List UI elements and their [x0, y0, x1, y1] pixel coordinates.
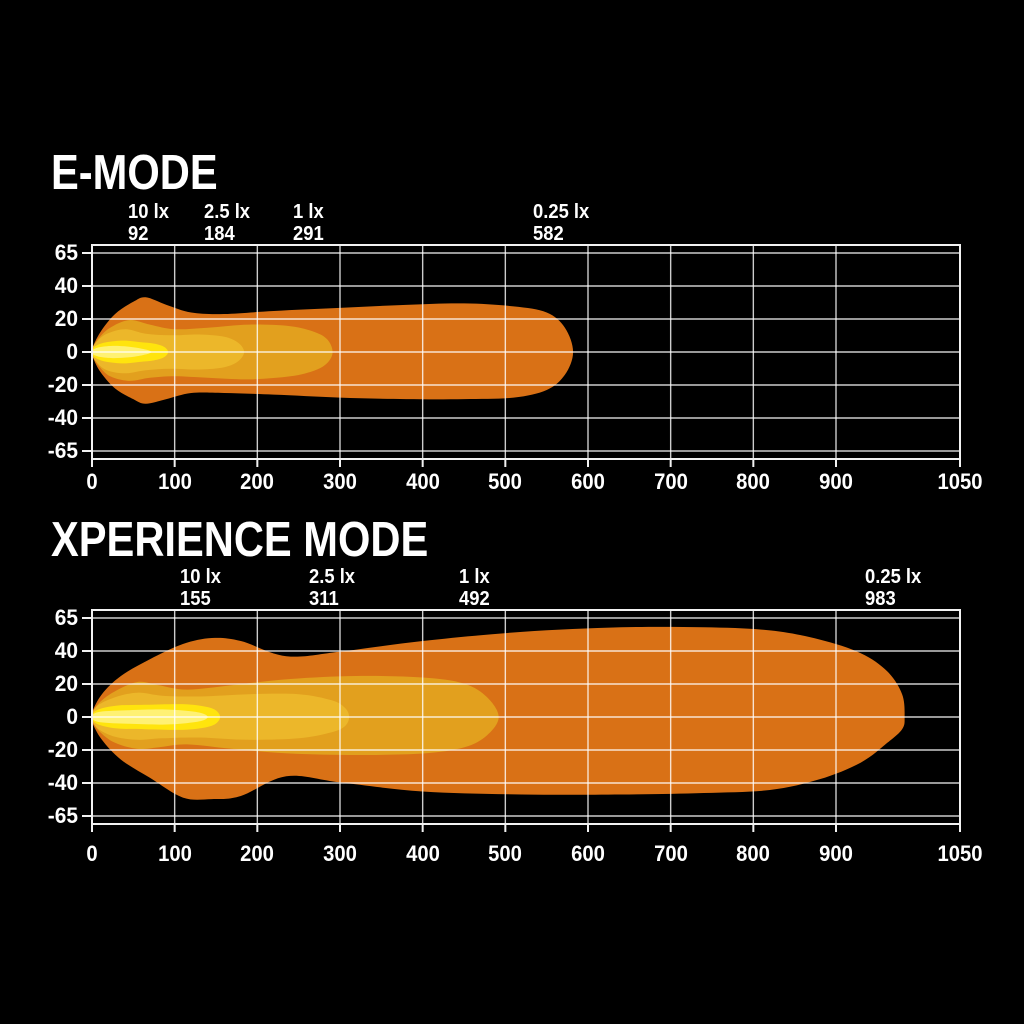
- x-tick-label: 1050: [937, 841, 983, 866]
- lux-level-label: 10 lx: [180, 566, 222, 588]
- y-tick-label: 65: [54, 605, 78, 630]
- lux-level-label: 1 lx: [458, 566, 490, 588]
- x-tick-label: 0: [86, 469, 98, 494]
- y-tick-label: -40: [47, 770, 78, 795]
- y-tick-label: -40: [47, 405, 78, 430]
- chart-title-e-mode: E-MODE: [51, 146, 218, 200]
- y-tick-label: 20: [54, 671, 78, 696]
- lux-distance-value: 311: [309, 588, 339, 610]
- x-tick-label: 600: [571, 469, 605, 494]
- lux-distance-value: 492: [458, 588, 490, 610]
- lux-distance-value: 155: [180, 588, 211, 610]
- x-tick-label: 100: [157, 841, 192, 866]
- lux-annotation: 1 lx 492: [459, 566, 490, 610]
- grid-lines: [92, 245, 960, 459]
- lux-annotation: 1 lx 291: [293, 201, 324, 245]
- beam-chart-plot: [82, 609, 961, 832]
- x-tick-label: 0: [86, 841, 98, 866]
- y-tick-label: 40: [54, 273, 78, 298]
- y-tick-label: 40: [54, 638, 78, 663]
- plot-frame: [82, 609, 961, 832]
- x-tick-label: 800: [736, 469, 771, 494]
- y-tick-label: 65: [54, 240, 78, 265]
- lux-annotation: 2.5 lx 311: [309, 566, 355, 610]
- lux-annotation: 0.25 lx 983: [865, 566, 921, 610]
- x-tick-label: 100: [157, 469, 192, 494]
- lux-level-label: 10 lx: [128, 201, 169, 223]
- plot-frame: [82, 244, 961, 467]
- beam-chart-plot: [82, 244, 961, 467]
- lux-level-label: 2.5 lx: [204, 201, 251, 223]
- x-tick-label: 200: [240, 841, 275, 866]
- lux-distance-value: 92: [128, 223, 149, 245]
- beam-layers: [92, 626, 905, 800]
- lux-annotation: 10 lx 155: [180, 566, 221, 610]
- x-tick-label: 400: [405, 469, 440, 494]
- x-tick-label: 700: [653, 841, 688, 866]
- x-tick-label: 900: [819, 469, 853, 494]
- x-tick-label: 300: [323, 841, 357, 866]
- lux-level-label: 0.25 lx: [864, 566, 921, 588]
- x-tick-label: 400: [405, 841, 440, 866]
- x-tick-label: 200: [240, 469, 275, 494]
- lux-distance-value: 291: [292, 223, 324, 245]
- lux-annotation: 2.5 lx 184: [204, 201, 250, 245]
- x-tick-label: 500: [488, 469, 523, 494]
- x-tick-label: 800: [736, 841, 771, 866]
- lux-annotation: 10 lx 92: [128, 201, 169, 245]
- y-tick-label: 0: [66, 339, 78, 364]
- y-tick-label: 0: [66, 704, 78, 729]
- lux-annotation: 0.25 lx 582: [533, 201, 589, 245]
- chart-title-xperience-mode: XPERIENCE MODE: [51, 513, 429, 567]
- x-tick-label: 1050: [937, 469, 983, 494]
- lux-distance-value: 983: [864, 588, 896, 610]
- y-tick-label: -20: [47, 372, 78, 397]
- beam-contour-0-25-lx: [92, 626, 905, 800]
- x-tick-label: 900: [819, 841, 853, 866]
- lux-level-label: 1 lx: [292, 201, 324, 223]
- y-tick-label: 20: [54, 306, 78, 331]
- x-tick-label: 300: [323, 469, 357, 494]
- y-tick-label: -65: [47, 438, 78, 463]
- x-tick-label: 500: [488, 841, 523, 866]
- x-tick-label: 600: [571, 841, 605, 866]
- lux-distance-value: 582: [533, 223, 564, 245]
- y-tick-label: -65: [47, 803, 78, 828]
- lux-distance-value: 184: [204, 223, 235, 245]
- y-tick-label: -20: [47, 737, 78, 762]
- lux-level-label: 2.5 lx: [309, 566, 356, 588]
- x-tick-label: 700: [653, 469, 688, 494]
- grid-lines: [92, 610, 960, 824]
- beam-layers: [92, 297, 574, 404]
- lux-level-label: 0.25 lx: [533, 201, 590, 223]
